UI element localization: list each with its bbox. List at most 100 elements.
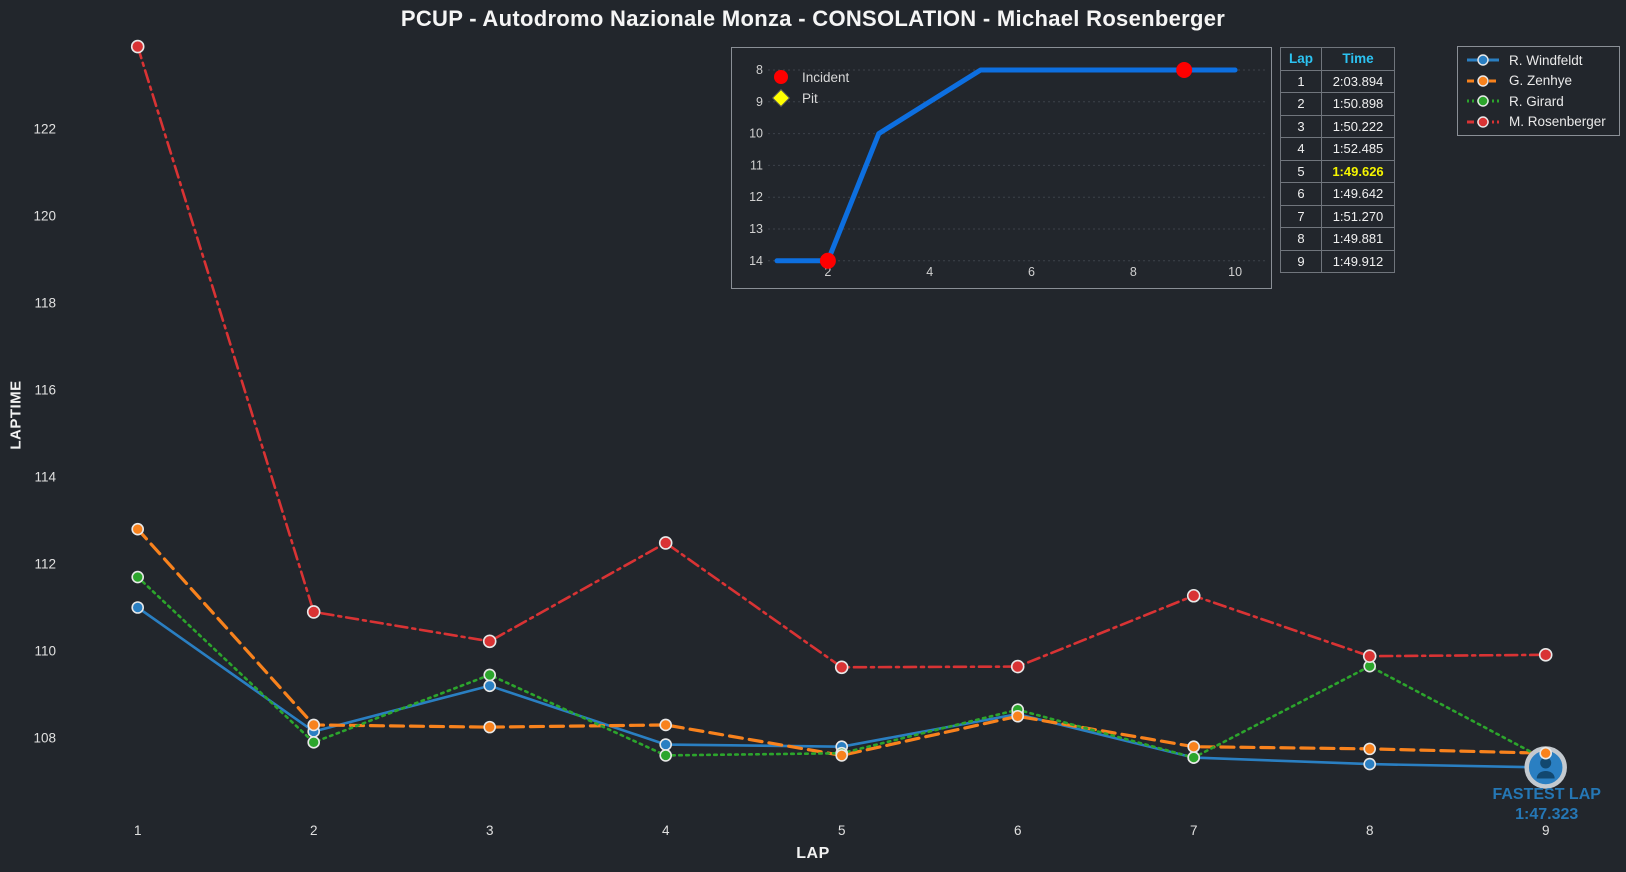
data-point-marker bbox=[130, 39, 145, 54]
data-point-marker bbox=[658, 536, 673, 550]
incident-legend-icon bbox=[774, 70, 788, 84]
lap-number-cell: 9 bbox=[1280, 249, 1322, 273]
inset-x-tick-label: 10 bbox=[1228, 265, 1242, 279]
data-point-marker bbox=[131, 570, 144, 584]
x-tick-label: 5 bbox=[838, 823, 846, 838]
data-point-marker bbox=[1363, 742, 1376, 756]
data-point-marker bbox=[659, 749, 673, 762]
lap-time-cell: 1:49.912 bbox=[1321, 249, 1395, 273]
table-header-row: Lap Time bbox=[1280, 47, 1395, 71]
y-tick-label: 112 bbox=[34, 557, 56, 572]
table-row: 5 1:49.626 bbox=[1280, 159, 1395, 183]
data-point-marker bbox=[1363, 757, 1376, 771]
table-row: 6 1:49.642 bbox=[1280, 182, 1395, 206]
lap-table-header: Lap Time bbox=[1280, 47, 1395, 71]
data-point-marker bbox=[835, 749, 849, 762]
lap-time-cell: 1:49.881 bbox=[1321, 227, 1395, 251]
legend-marker bbox=[1477, 95, 1489, 107]
x-tick-label: 8 bbox=[1366, 823, 1374, 838]
y-tick-label: 108 bbox=[33, 731, 56, 746]
lap-time-cell: 1:51.270 bbox=[1321, 204, 1395, 228]
inset-x-tick-label: 2 bbox=[824, 265, 831, 279]
inset-x-tick-label: 6 bbox=[1028, 265, 1035, 279]
legend-marker bbox=[1477, 54, 1489, 66]
data-point-marker bbox=[1187, 740, 1200, 754]
data-point-marker bbox=[1539, 746, 1552, 760]
data-point-marker bbox=[1011, 709, 1025, 723]
incident-marker bbox=[1176, 62, 1193, 78]
incident-marker bbox=[819, 252, 836, 269]
inset-y-tick-label: 10 bbox=[749, 127, 763, 141]
legend-line-swatch bbox=[1467, 54, 1499, 66]
legend-label: R. Girard bbox=[1509, 93, 1564, 109]
inset-y-tick-label: 9 bbox=[756, 95, 763, 109]
data-point-marker bbox=[659, 718, 673, 732]
lap-number-cell: 6 bbox=[1280, 182, 1322, 206]
table-row: 2 1:50.898 bbox=[1280, 92, 1395, 116]
lap-number-cell: 3 bbox=[1280, 114, 1322, 138]
x-tick-label: 6 bbox=[1014, 823, 1022, 838]
y-tick-label: 110 bbox=[34, 644, 56, 659]
legend-line-swatch bbox=[1467, 95, 1499, 107]
data-point-marker bbox=[483, 668, 497, 682]
driver-icon bbox=[1540, 757, 1552, 769]
data-point-marker bbox=[1362, 649, 1377, 663]
x-tick-label: 7 bbox=[1190, 823, 1198, 838]
lap-number-cell: 8 bbox=[1280, 227, 1322, 251]
legend-item-g-zenhye: G. Zenhye bbox=[1466, 71, 1611, 91]
lap-number-cell: 1 bbox=[1280, 69, 1322, 93]
legend-label: G. Zenhye bbox=[1509, 73, 1573, 89]
position-line bbox=[774, 67, 1238, 264]
page-title: PCUP - Autodromo Nazionale Monza - CONSO… bbox=[400, 6, 1226, 31]
y-tick-label: 120 bbox=[33, 209, 56, 224]
legend-line-swatch bbox=[1467, 116, 1499, 128]
fastest-lap-label: FASTEST LAP bbox=[1492, 786, 1601, 803]
inset-y-tick-label: 14 bbox=[749, 254, 763, 268]
pit-legend-icon bbox=[771, 88, 791, 108]
data-point-marker bbox=[1538, 648, 1553, 662]
table-row: 3 1:50.222 bbox=[1280, 114, 1395, 138]
lap-time-cell: 1:50.222 bbox=[1321, 114, 1395, 138]
data-point-marker bbox=[482, 634, 497, 649]
inset-x-tick-label: 8 bbox=[1130, 265, 1137, 279]
data-point-marker bbox=[1010, 659, 1025, 674]
inset-y-tick-label: 12 bbox=[749, 190, 763, 204]
inset-y-tick-label: 13 bbox=[749, 222, 763, 236]
legend-marker bbox=[1477, 75, 1489, 87]
lap-time-cell: 1:49.642 bbox=[1321, 182, 1395, 206]
inset-legend-label: Pit bbox=[802, 91, 818, 106]
table-row: 1 2:03.894 bbox=[1280, 69, 1395, 93]
table-row: 7 1:51.270 bbox=[1280, 204, 1395, 228]
y-tick-label: 114 bbox=[34, 470, 56, 485]
y-tick-label: 122 bbox=[33, 122, 56, 137]
table-row: 8 1:49.881 bbox=[1280, 227, 1395, 251]
x-tick-label: 9 bbox=[1542, 823, 1550, 838]
legend-line-swatch bbox=[1467, 75, 1499, 87]
data-point-marker bbox=[483, 679, 497, 693]
driver-legend: R. Windfeldt G. Zenhye R. Girard M. Rosenbe… bbox=[1457, 46, 1620, 136]
data-point-marker bbox=[131, 601, 144, 614]
lap-number-cell: 5 bbox=[1280, 159, 1322, 183]
inset-x-tick-label: 4 bbox=[926, 265, 933, 279]
x-tick-label: 1 bbox=[134, 823, 142, 838]
lap-number-cell: 7 bbox=[1280, 204, 1322, 228]
lap-time-cell-fastest: 1:49.626 bbox=[1321, 159, 1395, 183]
inset-y-tick-label: 11 bbox=[750, 158, 763, 172]
legend-label: R. Windfeldt bbox=[1509, 52, 1583, 68]
x-tick-label: 2 bbox=[310, 823, 318, 838]
legend-marker bbox=[1477, 116, 1489, 128]
table-header-cell: Lap bbox=[1280, 47, 1322, 71]
inset-legend-label: Incident bbox=[802, 70, 850, 85]
position-inset-chart: 8 9 10 11 12 13 14 2 4 6 8 10 Incident Pit bbox=[731, 47, 1272, 289]
x-axis-label: LAP bbox=[796, 845, 830, 862]
data-point-marker bbox=[1186, 588, 1201, 603]
data-point-marker bbox=[307, 718, 321, 732]
data-point-marker bbox=[834, 660, 849, 675]
data-point-marker bbox=[659, 738, 673, 751]
lap-time-cell: 1:50.898 bbox=[1321, 92, 1395, 116]
x-tick-label: 3 bbox=[486, 823, 494, 838]
lap-time-cell: 1:52.485 bbox=[1321, 137, 1395, 161]
table-row: 9 1:49.912 bbox=[1280, 249, 1395, 273]
